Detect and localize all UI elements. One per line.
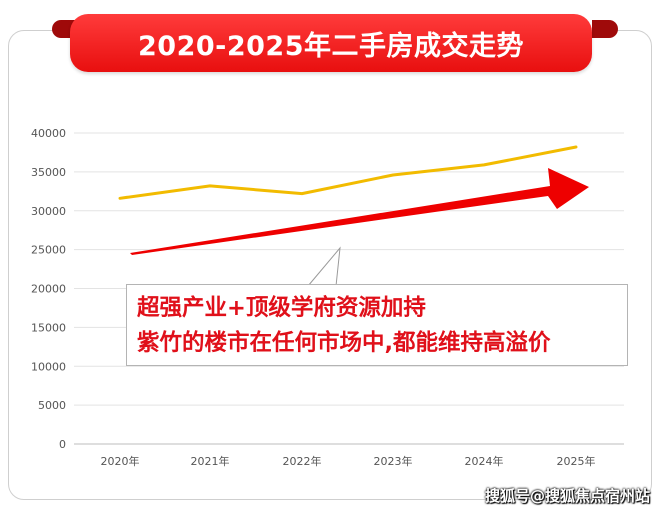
y-tick-label: 0 <box>59 438 66 451</box>
y-tick-label: 40000 <box>31 127 66 140</box>
callout-line-1: 超强产业+顶级学府资源加持 <box>137 295 426 321</box>
x-tick-label: 2024年 <box>465 454 504 468</box>
callout-box: 超强产业+顶级学府资源加持 紫竹的楼市在任何市场中,都能维持高溢价 <box>126 284 628 366</box>
x-tick-label: 2023年 <box>374 454 413 468</box>
trend-arrow-group <box>130 168 589 287</box>
x-tick-label: 2022年 <box>283 454 322 468</box>
y-tick-label: 10000 <box>31 360 66 373</box>
y-axis-ticks: 0 5000 10000 15000 20000 25000 30000 35000 40000 <box>31 127 66 451</box>
callout-pointer <box>307 246 341 287</box>
series-line <box>118 145 578 200</box>
callout-line-2: 紫竹的楼市在任何市场中,都能维持高溢价 <box>137 330 551 356</box>
chart-title: 2020-2025年二手房成交走势 <box>138 30 524 62</box>
y-tick-label: 30000 <box>31 205 66 218</box>
x-tick-label: 2021年 <box>191 454 230 468</box>
y-tick-label: 15000 <box>31 321 66 334</box>
series-line-group <box>118 145 578 200</box>
y-tick-label: 35000 <box>31 166 66 179</box>
trend-arrow <box>130 168 589 255</box>
y-tick-label: 25000 <box>31 244 66 257</box>
watermark: 搜狐号@搜狐焦点宿州站 <box>484 487 650 505</box>
x-tick-label: 2025年 <box>557 454 596 468</box>
x-axis-ticks: 2020年 2021年 2022年 2023年 2024年 2025年 <box>101 454 596 468</box>
title-banner <box>70 14 592 72</box>
y-tick-label: 5000 <box>38 399 66 412</box>
y-tick-label: 20000 <box>31 283 66 296</box>
x-tick-label: 2020年 <box>101 454 140 468</box>
banner-right-fold <box>592 20 618 38</box>
